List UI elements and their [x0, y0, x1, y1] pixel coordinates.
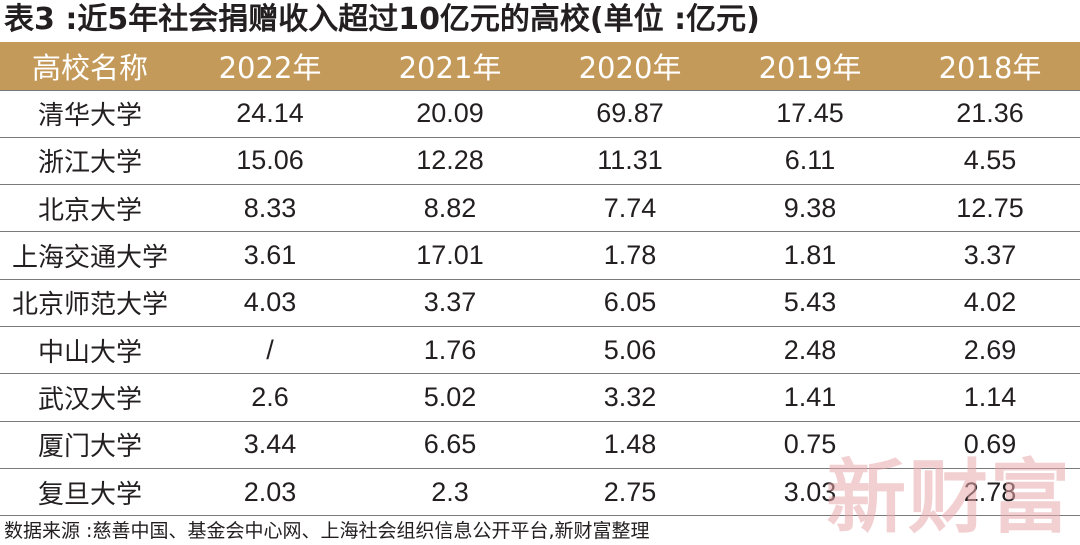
donation-value-cell: 8.82	[360, 184, 540, 233]
table-row: 上海交通大学 3.61 17.01 1.78 1.81 3.37	[0, 231, 1080, 280]
donation-value-cell: 1.14	[900, 373, 1080, 422]
donation-value-cell: 1.48	[540, 421, 720, 469]
donation-value-cell: 3.03	[720, 468, 900, 517]
source-note: 数据来源 :慈善中国、基金会中心网、上海社会组织信息公开平台,新财富整理	[4, 520, 650, 542]
donation-value-cell: 1.81	[720, 231, 900, 280]
table-row: 北京师范大学 4.03 3.37 6.05 5.43 4.02	[0, 279, 1080, 327]
university-name-cell: 上海交通大学	[0, 231, 180, 280]
donation-value-cell: 2.6	[180, 373, 360, 422]
university-name-cell: 中山大学	[0, 326, 180, 375]
header-2020: 2020年	[578, 50, 682, 85]
header-2022: 2022年	[218, 50, 322, 85]
university-name-cell: 复旦大学	[0, 468, 180, 517]
university-name-cell: 北京大学	[0, 184, 180, 233]
donation-value-cell: 3.61	[180, 231, 360, 280]
table-header-row: 高校名称 2022年 2021年 2020年 2019年 2018年	[0, 42, 1080, 90]
chart-title: 表3 :近5年社会捐赠收入超过10亿元的高校(单位 :亿元)	[4, 2, 760, 37]
donation-value-cell: 9.38	[720, 184, 900, 233]
donation-value-cell: 12.75	[900, 184, 1080, 233]
donation-value-cell: 69.87	[540, 89, 720, 138]
donation-value-cell: /	[180, 326, 360, 375]
donation-value-cell: 6.65	[360, 421, 540, 469]
donation-value-cell: 6.11	[720, 137, 900, 186]
donation-value-cell: 7.74	[540, 184, 720, 233]
table-row: 厦门大学 3.44 6.65 1.48 0.75 0.69	[0, 421, 1080, 469]
header-2018: 2018年	[938, 50, 1042, 85]
donation-value-cell: 3.37	[360, 279, 540, 327]
table-row: 复旦大学 2.03 2.3 2.75 3.03 2.78	[0, 468, 1080, 517]
donation-value-cell: 11.31	[540, 137, 720, 186]
header-university: 高校名称	[31, 50, 148, 85]
donation-value-cell: 4.55	[900, 137, 1080, 186]
table-row: 清华大学 24.14 20.09 69.87 17.45 21.36	[0, 89, 1080, 138]
donation-value-cell: 12.28	[360, 137, 540, 186]
university-name-cell: 厦门大学	[0, 421, 180, 469]
donation-value-cell: 5.06	[540, 326, 720, 375]
table-row: 中山大学/1.76 5.06 2.48 2.69	[0, 326, 1080, 375]
donation-value-cell: 2.48	[720, 326, 900, 375]
donation-value-cell: 5.43	[720, 279, 900, 327]
table-row: 浙江大学 15.06 12.28 11.31 6.11 4.55	[0, 137, 1080, 186]
donation-value-cell: 17.45	[720, 89, 900, 138]
donation-value-cell: 2.03	[180, 468, 360, 517]
donation-value-cell: 2.3	[360, 468, 540, 517]
university-name-cell: 清华大学	[0, 89, 180, 138]
donation-value-cell: 3.32	[540, 373, 720, 422]
donation-value-cell: 3.44	[180, 421, 360, 469]
donation-value-cell: 24.14	[180, 89, 360, 138]
table-row: 北京大学 8.33 8.82 7.74 9.38 12.75	[0, 184, 1080, 233]
donation-table: 高校名称 2022年 2021年 2020年 2019年 2018年 清华大学 2…	[0, 42, 1080, 517]
university-name-cell: 武汉大学	[0, 373, 180, 422]
donation-value-cell: 4.02	[900, 279, 1080, 327]
donation-value-cell: 0.69	[900, 421, 1080, 469]
university-name-cell: 浙江大学	[0, 137, 180, 186]
table-row: 武汉大学 2.6 5.02 3.32 1.41 1.14	[0, 373, 1080, 422]
donation-value-cell: 0.75	[720, 421, 900, 469]
donation-value-cell: 4.03	[180, 279, 360, 327]
donation-value-cell: 6.05	[540, 279, 720, 327]
donation-value-cell: 5.02	[360, 373, 540, 422]
header-2021: 2021年	[398, 50, 502, 85]
university-name-cell: 北京师范大学	[0, 279, 180, 327]
donation-value-cell: 15.06	[180, 137, 360, 186]
donation-value-cell: 2.75	[540, 468, 720, 517]
donation-value-cell: 3.37	[900, 231, 1080, 280]
donation-value-cell: 2.69	[900, 326, 1080, 375]
header-2019: 2019年	[758, 50, 862, 85]
donation-value-cell: 1.41	[720, 373, 900, 422]
donation-value-cell: 1.78	[540, 231, 720, 280]
donation-value-cell: 8.33	[180, 184, 360, 233]
donation-value-cell: 1.76	[360, 326, 540, 375]
donation-value-cell: 20.09	[360, 89, 540, 138]
table-body: 清华大学 24.14 20.09 69.87 17.45 21.36 浙江大学 15.06 12…	[0, 89, 1080, 517]
donation-value-cell: 17.01	[360, 231, 540, 280]
donation-value-cell: 2.78	[900, 468, 1080, 517]
donation-value-cell: 21.36	[900, 89, 1080, 138]
